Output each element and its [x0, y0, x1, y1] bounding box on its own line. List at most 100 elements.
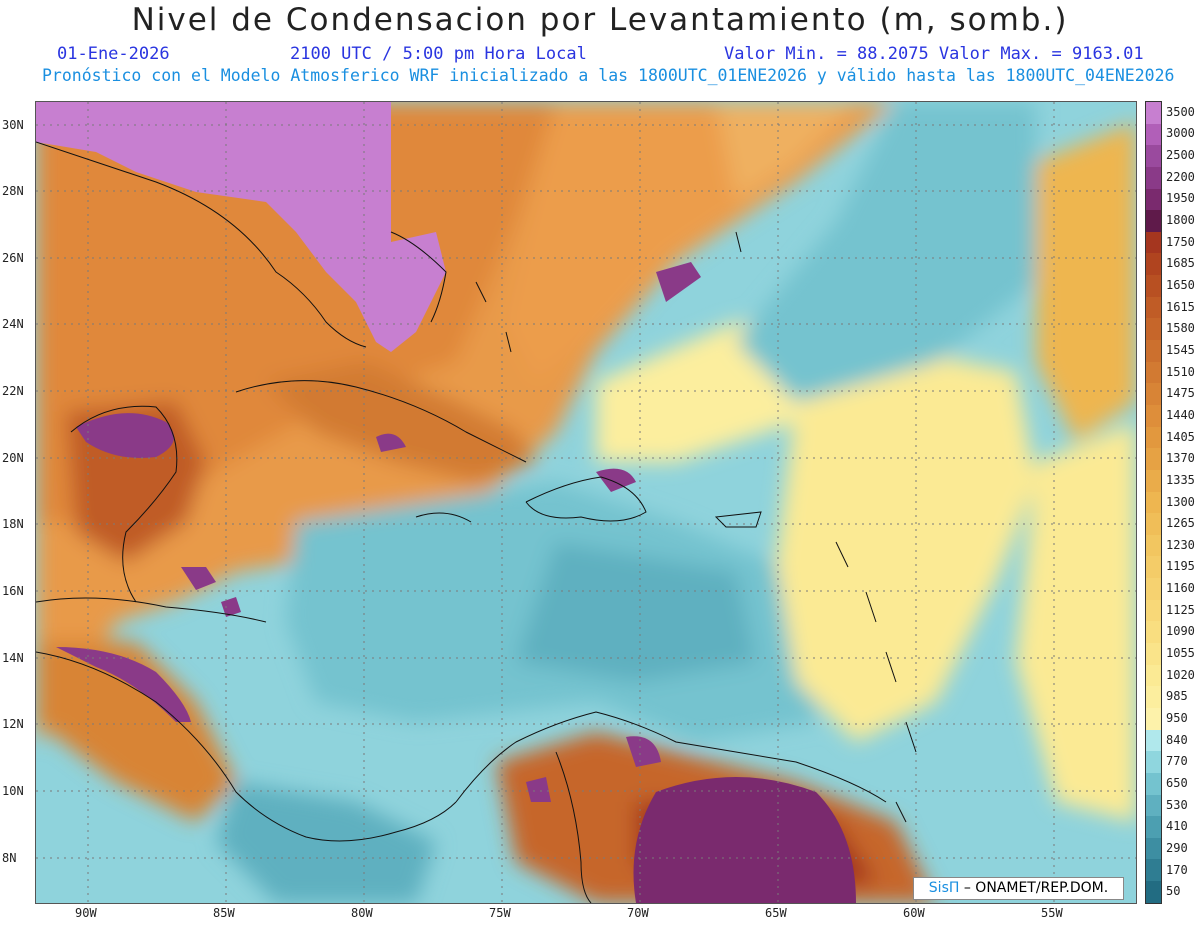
colorbar-cell: [1146, 599, 1161, 622]
colorbar-label: 1160: [1166, 581, 1195, 596]
colorbar-cell: [1146, 513, 1161, 535]
lcl-map: [35, 101, 1137, 904]
colorbar-cell: [1146, 448, 1161, 470]
colorbar-cell: [1146, 794, 1161, 817]
colorbar-label: 290: [1166, 840, 1188, 855]
lat-label: 22N: [2, 384, 24, 398]
colorbar-label: 1750: [1166, 234, 1195, 249]
colorbar-label: 1685: [1166, 256, 1195, 271]
colorbar-cell: [1146, 556, 1161, 579]
colorbar-label: 1265: [1166, 516, 1195, 531]
lon-label: 70W: [627, 906, 649, 920]
colorbar-cell: [1146, 729, 1161, 752]
colorbar-cell: [1146, 491, 1161, 514]
lat-label: 24N: [2, 317, 24, 331]
lat-label: 20N: [2, 451, 24, 465]
lat-label: 14N: [2, 651, 24, 665]
colorbar-label: 3500: [1166, 104, 1195, 119]
colorbar-cell: [1146, 707, 1161, 730]
colorbar-cell: [1146, 318, 1161, 341]
colorbar-label: 1370: [1166, 451, 1195, 466]
valid-date: 01-Ene-2026: [57, 44, 170, 64]
lat-label: 10N: [2, 784, 24, 798]
colorbar-cell: [1146, 231, 1161, 254]
colorbar-label: 1510: [1166, 364, 1195, 379]
colorbar-label: 1335: [1166, 472, 1195, 487]
colorbar-cell: [1146, 275, 1161, 297]
lon-label: 85W: [213, 906, 235, 920]
lon-label: 80W: [351, 906, 373, 920]
colorbar-cell: [1146, 296, 1161, 319]
lat-label: 26N: [2, 251, 24, 265]
colorbar-label: 1230: [1166, 537, 1195, 552]
colorbar-label: 650: [1166, 775, 1188, 790]
colorbar-label: 985: [1166, 689, 1188, 704]
colorbar-cell: [1146, 340, 1161, 362]
colorbar-label: 170: [1166, 862, 1188, 877]
lon-label: 55W: [1041, 906, 1063, 920]
colorbar-label: 950: [1166, 710, 1188, 725]
lat-label: 8N: [2, 851, 17, 865]
colorbar-cell: [1146, 404, 1161, 427]
lon-label: 75W: [489, 906, 511, 920]
colorbar-label: 1125: [1166, 602, 1195, 617]
sispi-logo: SisΠ: [928, 880, 960, 896]
colorbar-cell: [1146, 426, 1161, 449]
colorbar-cell: [1146, 361, 1161, 384]
colorbar-cell: [1146, 686, 1161, 708]
colorbar-label: 2200: [1166, 169, 1195, 184]
colorbar-cell: [1146, 621, 1161, 644]
colorbar-cell: [1146, 664, 1161, 687]
colorbar-cell: [1146, 816, 1161, 838]
colorbar-cell: [1146, 859, 1161, 882]
colorbar-label: 1650: [1166, 278, 1195, 292]
colorbar-label: 50: [1166, 884, 1181, 899]
lat-label: 30N: [2, 118, 24, 132]
colorbar-label: 1055: [1166, 646, 1195, 661]
colorbar-cell: [1146, 102, 1161, 124]
colorbar-label: 1545: [1166, 342, 1195, 357]
colorbar-label: 2500: [1166, 148, 1195, 163]
colorbar-cell: [1146, 469, 1161, 492]
colorbar-label: 3000: [1166, 126, 1195, 141]
colorbar-label: 1950: [1166, 191, 1195, 206]
credit-box: SisΠ – ONAMET/REP.DOM.: [913, 877, 1124, 900]
colorbar-label: 1615: [1166, 299, 1195, 314]
colorbar-cell: [1146, 751, 1161, 773]
colorbar-cell: [1146, 123, 1161, 146]
colorbar-label: 1020: [1166, 667, 1195, 682]
credit-text: – ONAMET/REP.DOM.: [959, 880, 1109, 896]
lon-label: 60W: [903, 906, 925, 920]
colorbar-cell: [1146, 534, 1161, 557]
colorbar-cell: [1146, 578, 1161, 600]
colorbar-label: 1405: [1166, 429, 1195, 444]
colorbar-cell: [1146, 772, 1161, 795]
colorbar-label: 1440: [1166, 407, 1195, 422]
lat-label: 12N: [2, 717, 24, 731]
colorbar-label: 1300: [1166, 494, 1195, 509]
valid-time: 2100 UTC / 5:00 pm Hora Local: [290, 44, 587, 64]
colorbar-label: 1195: [1166, 559, 1195, 574]
colorbar-cell: [1146, 837, 1161, 860]
forecast-info: Pronóstico con el Modelo Atmosferico WRF…: [42, 66, 1175, 85]
lon-label: 90W: [75, 906, 97, 920]
colorbar-label: 410: [1166, 819, 1188, 834]
value-range: Valor Min. = 88.2075 Valor Max. = 9163.0…: [724, 44, 1144, 64]
lat-label: 16N: [2, 584, 24, 598]
colorbar-label: 770: [1166, 754, 1188, 769]
colorbar-cell: [1146, 166, 1161, 189]
map-title: Nivel de Condensacion por Levantamiento …: [131, 2, 1069, 38]
colorbar-label: 840: [1166, 732, 1188, 747]
colorbar: [1145, 101, 1162, 904]
colorbar-label: 1800: [1166, 213, 1195, 228]
colorbar-label: 530: [1166, 797, 1188, 812]
lon-label: 65W: [765, 906, 787, 920]
colorbar-label: 1580: [1166, 321, 1195, 336]
colorbar-cell: [1146, 188, 1161, 211]
lat-label: 28N: [2, 184, 24, 198]
colorbar-cell: [1146, 881, 1161, 903]
colorbar-label: 1090: [1166, 624, 1195, 639]
colorbar-cell: [1146, 253, 1161, 276]
colorbar-cell: [1146, 210, 1161, 232]
colorbar-cell: [1146, 145, 1161, 167]
